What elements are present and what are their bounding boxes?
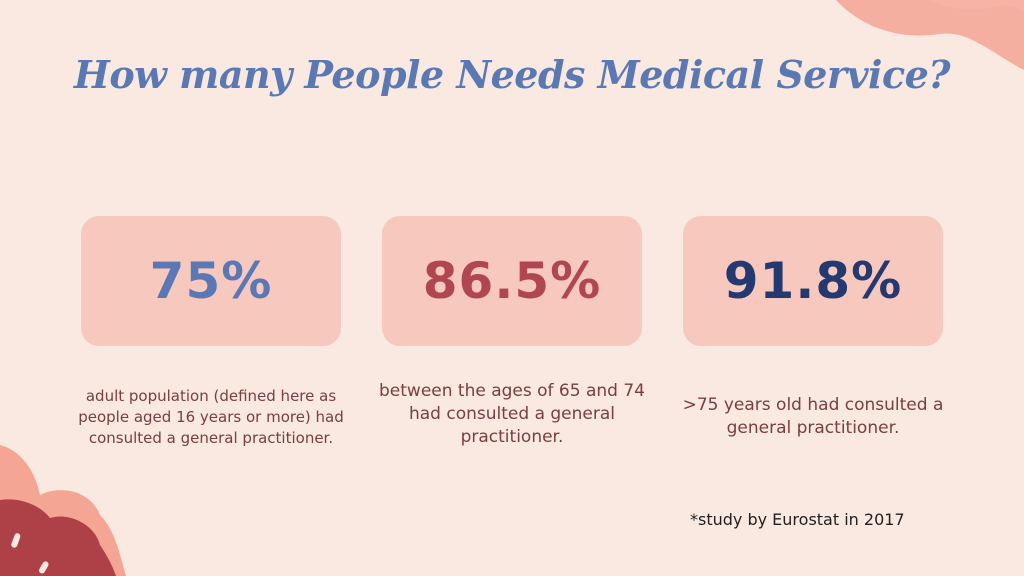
stat-description-2: between the ages of 65 and 74 had consul… [379, 381, 645, 447]
stat-value-1: 75% [149, 252, 273, 310]
page-title: How many People Needs Medical Service? [73, 52, 951, 97]
bottom-left-blob-light [0, 445, 126, 576]
top-right-blob-accent [930, 0, 1024, 12]
stat-card-1: 75% [81, 216, 341, 346]
stat-card-2: 86.5% [382, 216, 642, 346]
stat-value-2: 86.5% [422, 252, 602, 310]
bottom-left-dash-1 [11, 533, 21, 548]
bottom-left-blob-dark [0, 499, 116, 576]
stat-description-1: adult population (defined here as people… [78, 387, 344, 447]
stat-value-3: 91.8% [723, 252, 903, 310]
bottom-left-dash-2 [39, 561, 49, 574]
stat-card-3: 91.8% [683, 216, 943, 346]
stat-description-3: >75 years old had consulted a general pr… [682, 395, 944, 438]
source-footnote: *study by Eurostat in 2017 [690, 510, 905, 529]
